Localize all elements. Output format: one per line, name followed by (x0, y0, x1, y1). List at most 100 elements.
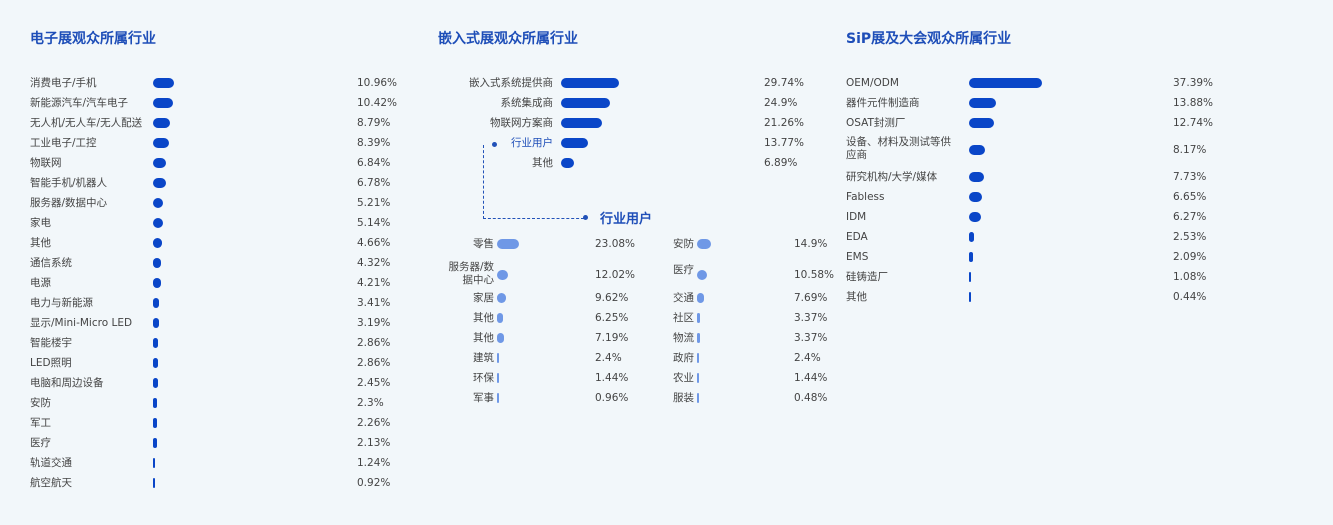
electronics-row: 物联网 6.84% (0, 153, 420, 173)
electronics-value-label: 4.21% (357, 277, 391, 289)
industry-users-row: 其他 7.19% (0, 328, 840, 348)
industry-users-value-label: 23.08% (595, 238, 636, 250)
sip-bar (969, 212, 982, 222)
electronics-bar (153, 98, 173, 108)
embedded-category-label: 行业用户 (511, 137, 553, 149)
electronics-bar (153, 298, 160, 308)
sip-value-label: 7.73% (1173, 171, 1207, 183)
industry-users-category-label: 交通 (673, 292, 694, 304)
sip-value-label: 37.39% (1173, 77, 1214, 89)
electronics-row: 医疗 2.13% (0, 433, 420, 453)
industry-users-row: 医疗 10.58% (0, 260, 840, 290)
industry-users-value-label: 1.44% (595, 372, 629, 384)
industry-users-row: 物流 3.37% (0, 328, 840, 348)
industry-users-category-label: 其他 (473, 332, 494, 344)
industry-users-bar (697, 373, 699, 383)
industry-users-category-label: 农业 (673, 372, 694, 384)
industry-users-value-label: 7.19% (595, 332, 629, 344)
sip-bar (969, 118, 994, 128)
sip-row: 硅铸造厂 1.08% (0, 267, 1230, 287)
industry-users-row: 政府 2.4% (0, 348, 840, 368)
sip-value-label: 0.44% (1173, 291, 1207, 303)
electronics-category-label: 电力与新能源 (30, 297, 93, 309)
sip-bar (969, 252, 974, 262)
electronics-row: 显示/Mini-Micro LED 3.19% (0, 313, 420, 333)
sip-category-label: 器件元件制造商 (846, 97, 920, 109)
electronics-bar (153, 118, 170, 128)
sip-category-label: EDA (846, 231, 868, 243)
sip-chart-title: SiP展及大会观众所属行业 (846, 31, 1012, 47)
embedded-category-label: 嵌入式系统提供商 (469, 77, 553, 89)
electronics-category-label: 无人机/无人车/无人配送 (30, 117, 143, 129)
electronics-category-label: 其他 (30, 237, 51, 249)
embedded-bar (561, 78, 619, 88)
electronics-category-label: 新能源汽车/汽车电子 (30, 97, 129, 109)
electronics-bar (153, 438, 158, 448)
electronics-bar (153, 418, 158, 428)
industry-users-category-label: 零售 (473, 238, 494, 250)
sip-row: 设备、材料及测试等供应商 8.17% (0, 133, 1230, 167)
industry-users-bar (697, 313, 701, 323)
electronics-category-label: 服务器/数据中心 (30, 197, 108, 209)
embedded-category-label: 系统集成商 (500, 97, 554, 109)
sip-value-label: 2.09% (1173, 251, 1207, 263)
industry-users-bar (497, 373, 499, 383)
embedded-value-label: 21.26% (764, 117, 805, 129)
sip-bar (969, 98, 997, 108)
embedded-bar (561, 118, 603, 128)
industry-users-bar (497, 239, 519, 249)
industry-users-row: 服务器/数据中心 12.02% (0, 260, 840, 290)
industry-users-category-label: 建筑 (473, 352, 494, 364)
embedded-value-label: 13.77% (764, 137, 805, 149)
electronics-row: 安防 2.3% (0, 393, 420, 413)
industry-users-row: 农业 1.44% (0, 368, 840, 388)
electronics-category-label: 智能手机/机器人 (30, 177, 108, 189)
electronics-value-label: 1.24% (357, 457, 391, 469)
electronics-category-label: 安防 (30, 397, 51, 409)
sip-bar (969, 292, 971, 302)
sip-row: Fabless 6.65% (0, 187, 1230, 207)
industry-users-row: 零售 23.08% (0, 234, 840, 254)
industry-users-bar (497, 333, 504, 343)
electronics-value-label: 5.14% (357, 217, 391, 229)
electronics-row: 通信系统 4.32% (0, 253, 420, 273)
sip-value-label: 8.17% (1173, 144, 1207, 156)
industry-users-bar (497, 393, 499, 403)
embedded-row: 物联网方案商 21.26% (0, 113, 820, 133)
embedded-row: 其他 6.89% (0, 153, 820, 173)
industry-users-value-label: 0.96% (595, 392, 629, 404)
electronics-category-label: 医疗 (30, 437, 51, 449)
sip-value-label: 6.27% (1173, 211, 1207, 223)
electronics-category-label: 通信系统 (30, 257, 72, 269)
electronics-category-label: 航空航天 (30, 477, 72, 489)
industry-users-bar (697, 270, 708, 280)
industry-users-value-label: 1.44% (794, 372, 828, 384)
electronics-value-label: 3.41% (357, 297, 391, 309)
electronics-bar (153, 258, 162, 268)
industry-users-value-label: 3.37% (794, 312, 828, 324)
electronics-value-label: 4.32% (357, 257, 391, 269)
industry-users-value-label: 0.48% (794, 392, 828, 404)
electronics-bar (153, 318, 160, 328)
embedded-value-label: 24.9% (764, 97, 798, 109)
electronics-row: 电脑和周边设备 2.45% (0, 373, 420, 393)
industry-users-category-label: 服装 (673, 392, 694, 404)
industry-users-category-label: 社区 (673, 312, 694, 324)
electronics-row: 无人机/无人车/无人配送 8.79% (0, 113, 420, 133)
electronics-value-label: 4.66% (357, 237, 391, 249)
industry-users-bar (697, 293, 705, 303)
industry-users-row: 服装 0.48% (0, 388, 840, 408)
industry-users-value-label: 2.4% (794, 352, 821, 364)
industry-users-category-label: 其他 (473, 312, 494, 324)
electronics-value-label: 6.78% (357, 177, 391, 189)
embedded-category-label: 其他 (532, 157, 553, 169)
sip-bar (969, 192, 982, 202)
sip-value-label: 12.74% (1173, 117, 1214, 129)
electronics-row: 航空航天 0.92% (0, 473, 420, 493)
electronics-bar (153, 478, 155, 488)
industry-users-title: 行业用户 (600, 212, 653, 227)
industry-users-bar (697, 353, 700, 363)
sip-row: OSAT封测厂 12.74% (0, 113, 1230, 133)
embedded-row: 行业用户 13.77% (0, 133, 820, 153)
electronics-value-label: 8.39% (357, 137, 391, 149)
